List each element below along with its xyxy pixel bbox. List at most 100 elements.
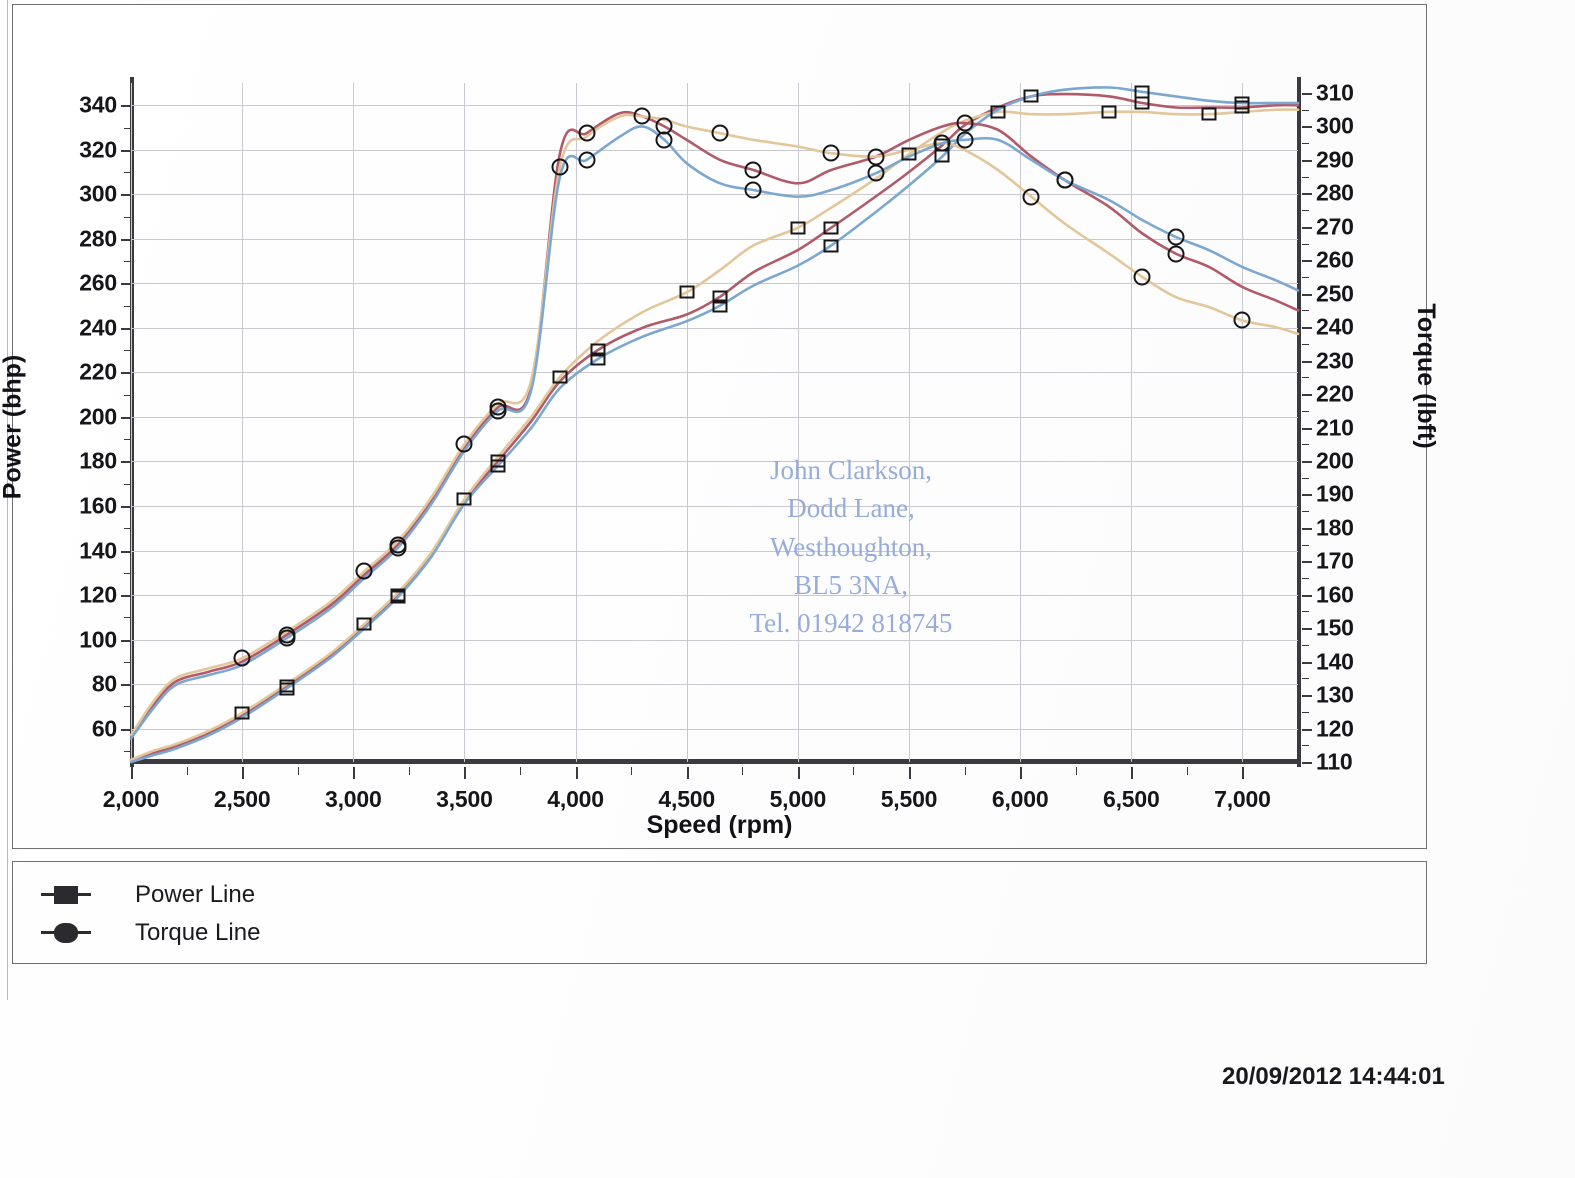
series-line (129, 86, 1300, 764)
x-tick-label: 3,500 (436, 786, 493, 812)
circle-marker (551, 158, 569, 176)
circle-marker (956, 114, 974, 132)
circle-marker (455, 435, 473, 453)
series-line (129, 92, 1300, 762)
square-marker (901, 147, 917, 161)
legend-panel: Power Line Torque Line (12, 861, 1427, 964)
y2-tick-label: 160 (1316, 581, 1354, 608)
y-tick-label: 160 (79, 492, 117, 519)
y2-tick-label: 220 (1316, 380, 1354, 407)
circle-marker (1167, 228, 1185, 246)
x-tick-label: 6,000 (991, 786, 1049, 812)
square-marker (679, 285, 695, 299)
square-marker (590, 352, 606, 366)
y-tick-label: 340 (79, 91, 117, 118)
square-marker (590, 343, 606, 357)
square-marker (1234, 96, 1250, 110)
y2-tick-label: 120 (1316, 715, 1354, 742)
square-marker (1134, 96, 1150, 110)
y-tick-label: 300 (79, 180, 117, 207)
y2-tick-label: 290 (1316, 146, 1354, 173)
circle-marker (655, 131, 673, 149)
y2-tick-label: 280 (1316, 179, 1354, 206)
y-tick-label: 120 (79, 581, 117, 608)
series-line (129, 108, 1300, 762)
circle-marker (933, 134, 951, 152)
square-marker (1134, 85, 1150, 99)
series-line (129, 113, 1300, 737)
y2-tick-label: 170 (1316, 547, 1354, 574)
y2-tick-label: 140 (1316, 648, 1354, 675)
square-marker (1023, 89, 1039, 103)
square-marker (279, 682, 295, 696)
circle-marker (1133, 268, 1151, 286)
bottom-axis-spine (130, 759, 1301, 764)
circle-marker (278, 629, 296, 647)
y-tick-label: 280 (79, 225, 117, 252)
square-marker (823, 239, 839, 252)
square-marker (823, 221, 839, 235)
circle-marker (489, 402, 507, 420)
circle-marker (1056, 171, 1074, 189)
y2-tick-label: 180 (1316, 514, 1354, 541)
y2-tick-label: 260 (1316, 246, 1354, 273)
circle-marker (1167, 245, 1185, 263)
y2-tick-label: 240 (1316, 313, 1354, 340)
x-tick-label: 7,000 (1214, 786, 1271, 812)
circle-marker (355, 562, 373, 580)
x-axis-title: Speed (rpm) (646, 811, 793, 839)
square-marker (712, 299, 728, 313)
plot-area: John Clarkson, Dodd Lane, Westhoughton, … (129, 83, 1300, 764)
square-marker (934, 149, 950, 163)
x-tick-label: 5,000 (769, 786, 827, 812)
circle-marker (711, 124, 729, 142)
circle-marker (744, 181, 762, 199)
square-marker (234, 706, 250, 720)
right-axis-spine (1297, 77, 1301, 767)
y2-tick-label: 130 (1316, 681, 1354, 708)
data-curves (129, 86, 1300, 764)
circle-marker (867, 164, 885, 182)
square-marker (1201, 107, 1217, 121)
circle-marker (389, 539, 407, 557)
y2-tick-label: 300 (1316, 112, 1354, 139)
square-marker (456, 492, 472, 506)
circle-marker (233, 649, 251, 667)
y2-tick-label: 210 (1316, 414, 1354, 441)
square-marker (1101, 105, 1117, 119)
y2-tick-label: 110 (1316, 748, 1353, 775)
legend-label-power: Power Line (135, 881, 256, 908)
y-tick-label: 220 (79, 358, 117, 385)
series-line (129, 125, 1300, 740)
square-marker (490, 459, 506, 473)
legend-item-power: Power Line (41, 881, 255, 909)
gridlines (131, 83, 1298, 762)
y-tick-label: 320 (79, 136, 117, 163)
y2-tick-label: 200 (1316, 447, 1354, 474)
circle-marker (578, 151, 596, 169)
square-marker (790, 221, 806, 235)
y2-tick-label: 190 (1316, 480, 1354, 507)
circle-marker (1233, 311, 1251, 329)
y2-axis-title: Torque (lbft) (1412, 303, 1441, 449)
y-tick-label: 140 (79, 537, 117, 563)
y2-tick-label: 150 (1316, 614, 1354, 641)
y-tick-label: 200 (79, 403, 117, 430)
y2-tick-label: 310 (1316, 79, 1354, 106)
circle-marker (822, 144, 840, 162)
y-tick-label: 180 (79, 447, 117, 474)
y2-tick-label: 270 (1316, 213, 1354, 240)
y2-tick-label: 250 (1316, 280, 1354, 307)
square-marker (552, 370, 568, 384)
x-tick-label: 4,500 (658, 786, 715, 812)
circle-marker (744, 161, 762, 179)
data-point-markers (131, 83, 1298, 762)
y-tick-label: 80 (91, 670, 117, 697)
chart-panel: Power (bhp) Torque (lbft) Speed (rpm) Jo… (0, 4, 1440, 849)
square-marker (990, 105, 1006, 119)
x-tick-label: 4,000 (547, 786, 604, 812)
x-tick-label: 3,000 (325, 786, 382, 812)
circle-marker-icon (41, 920, 91, 946)
circle-marker (578, 124, 596, 142)
y-tick-label: 60 (91, 715, 117, 742)
